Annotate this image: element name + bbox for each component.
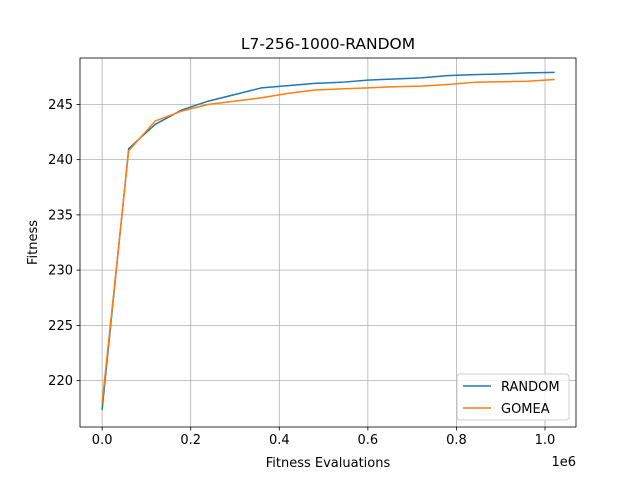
x-tick-label: 1.0 — [535, 433, 556, 448]
x-tick-label: 0.8 — [446, 433, 467, 448]
y-tick-label: 240 — [48, 153, 73, 168]
x-tick-label: 0.6 — [358, 433, 379, 448]
x-tick-label: 0.0 — [92, 433, 113, 448]
tick-labels: 0.0 0.2 0.4 0.6 0.8 1.0 220 225 230 235 240 245 — [48, 98, 555, 448]
legend-label-random: RANDOM — [501, 380, 560, 395]
x-tick-label: 0.2 — [180, 433, 201, 448]
y-tick-label: 220 — [48, 374, 73, 389]
grid — [80, 58, 576, 427]
x-tick-label: 0.4 — [269, 433, 290, 448]
y-tick-label: 245 — [48, 98, 73, 113]
legend: RANDOM GOMEA — [456, 373, 570, 421]
y-tick-label: 225 — [48, 319, 73, 334]
x-axis-label: Fitness Evaluations — [266, 456, 391, 471]
x-axis-offset-label: 1e6 — [551, 455, 576, 470]
y-axis-label: Fitness — [26, 220, 41, 265]
plot-frame — [79, 57, 577, 428]
y-tick-label: 235 — [48, 208, 73, 223]
chart-title: L7-256-1000-RANDOM — [241, 35, 415, 53]
ticks — [76, 104, 546, 431]
series-lines — [101, 71, 555, 411]
series-line-gomea — [101, 78, 555, 404]
y-tick-label: 230 — [48, 264, 73, 279]
legend-label-gomea: GOMEA — [501, 402, 550, 417]
